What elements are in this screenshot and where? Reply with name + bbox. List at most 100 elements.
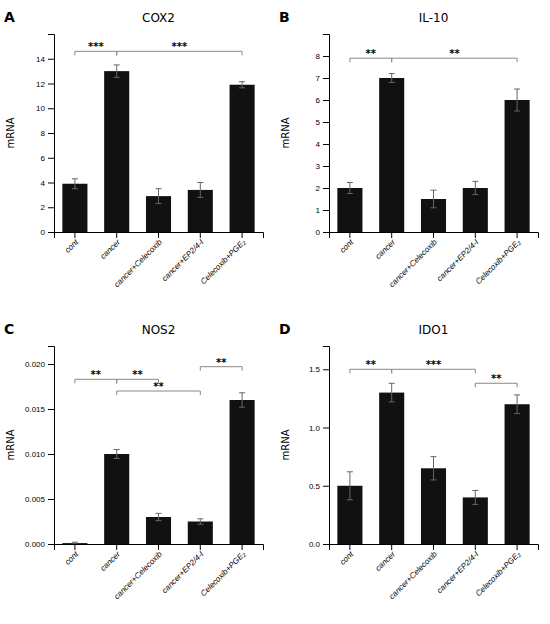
x-tick: cont <box>63 544 81 567</box>
y-tick-label: 1.0 <box>309 424 321 433</box>
y-tick: 0.020 <box>25 360 54 369</box>
y-tick: 4 <box>316 140 329 149</box>
y-axis: 0.00.51.01.5 <box>309 347 330 550</box>
y-tick: 0.005 <box>25 495 54 504</box>
x-axis: contcancercancer+Celecoxibcancer+EP2/4-I… <box>330 232 539 289</box>
y-tick: 14 <box>36 55 54 64</box>
y-tick: 6 <box>41 154 54 163</box>
significance-label: ** <box>449 48 460 59</box>
y-tick-label: 12 <box>36 80 45 89</box>
y-tick-label: 2 <box>316 184 321 193</box>
y-axis: 0.0000.0050.0100.0150.020 <box>25 347 55 550</box>
x-axis-line <box>55 545 264 551</box>
y-tick-mark <box>323 210 329 211</box>
error-bar <box>347 472 353 500</box>
panel-label: A <box>4 9 15 25</box>
x-tick: Celecoxib+PGE₂ <box>199 232 248 286</box>
brackets: ****** <box>75 41 242 55</box>
plot-area <box>337 383 529 544</box>
bar <box>230 85 255 232</box>
panel-label: B <box>279 9 290 25</box>
error-bar <box>239 82 245 88</box>
bar <box>62 184 87 232</box>
y-tick: 1.5 <box>309 365 329 374</box>
y-tick-mark <box>48 409 54 410</box>
y-tick-mark <box>323 78 329 79</box>
y-tick-mark <box>323 369 329 370</box>
y-tick-label: 0.005 <box>25 495 46 504</box>
figure: 02468101214contcancercancer+Celecoxibcan… <box>0 0 550 624</box>
error-bar <box>389 74 395 83</box>
y-axis-line <box>323 347 330 545</box>
plot-area <box>62 393 254 544</box>
y-axis: 012345678 <box>316 35 330 238</box>
y-axis-line <box>48 35 55 233</box>
x-tick-mark <box>74 544 75 550</box>
x-axis: cont cancercancer+Celecoxibcancer+EP2/4-I… <box>55 544 264 601</box>
bar <box>104 454 129 544</box>
x-tick-label: cancer <box>374 237 398 261</box>
error-bar <box>72 179 78 189</box>
brackets: ******* <box>350 359 517 387</box>
error-bar <box>114 450 120 459</box>
x-tick-label: cancer+EP2/4-I <box>160 549 206 595</box>
y-tick-mark <box>323 100 329 101</box>
error-bar <box>156 513 162 520</box>
error-bar <box>156 189 162 204</box>
y-tick-mark <box>48 232 54 233</box>
x-tick-label: cancer+Celecoxib <box>112 237 164 289</box>
x-tick-mark <box>391 232 392 238</box>
y-tick: 0 <box>316 228 329 237</box>
plot-area <box>62 65 254 232</box>
x-tick-label: cancer+Celecoxib <box>387 549 439 601</box>
y-tick-label: 7 <box>316 74 321 83</box>
y-tick-label: 1.5 <box>309 365 321 374</box>
x-tick-mark <box>349 232 350 238</box>
error-bar <box>431 190 437 208</box>
x-tick: cont <box>63 232 81 255</box>
y-tick-mark <box>323 544 329 545</box>
y-tick-label: 4 <box>41 179 46 188</box>
y-tick-label: 0.000 <box>25 540 46 549</box>
error-bar <box>114 65 120 77</box>
x-tick: cancer <box>99 232 123 261</box>
y-tick-mark <box>323 486 329 487</box>
x-tick-mark <box>433 544 434 550</box>
error-bar <box>431 457 437 480</box>
x-axis: cont cancercancer+Celecoxibcancer+EP2/4-I… <box>55 232 264 289</box>
x-tick: cancer+Celecoxib <box>387 544 439 601</box>
x-axis-line <box>330 545 539 551</box>
x-tick-mark <box>475 232 476 238</box>
panel-title: IL-10 <box>419 11 449 25</box>
bar <box>62 543 87 544</box>
panel-title: IDO1 <box>419 323 449 337</box>
significance-label: ** <box>366 359 377 370</box>
significance-label: ** <box>366 48 377 59</box>
significance-label: ** <box>216 357 227 368</box>
bar <box>188 522 213 545</box>
x-tick: cancer+EP2/4-I <box>160 232 206 283</box>
bar <box>379 393 404 544</box>
y-tick-label: 5 <box>316 118 321 127</box>
significance-label: *** <box>88 41 104 52</box>
bar <box>505 404 530 544</box>
y-tick: 0.015 <box>25 405 54 414</box>
x-tick-label: cancer+Celecoxib <box>112 549 164 601</box>
y-tick-mark <box>48 158 54 159</box>
y-tick-label: 0.015 <box>25 405 46 414</box>
y-tick-mark <box>323 166 329 167</box>
panel-label: C <box>4 321 14 337</box>
y-tick-label: 2 <box>41 203 46 212</box>
y-tick: 0.0 <box>309 540 329 549</box>
panel: 02468101214contcancercancer+Celecoxibcan… <box>4 9 264 289</box>
significance-label: ** <box>132 369 143 380</box>
x-tick: cancer+Celecoxib <box>387 232 439 289</box>
panel-label: D <box>279 321 291 337</box>
y-tick: 0.000 <box>25 540 54 549</box>
x-tick: cont <box>338 232 356 255</box>
significance-label: ** <box>91 369 102 380</box>
y-tick: 7 <box>316 74 329 83</box>
y-axis-title: mRNA <box>5 117 16 148</box>
x-tick-label: cancer <box>99 549 123 573</box>
significance-label: ** <box>491 373 502 384</box>
